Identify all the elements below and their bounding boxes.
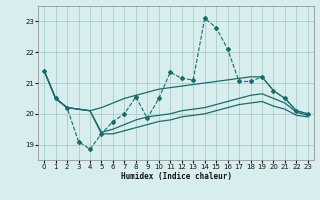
X-axis label: Humidex (Indice chaleur): Humidex (Indice chaleur) <box>121 172 231 181</box>
